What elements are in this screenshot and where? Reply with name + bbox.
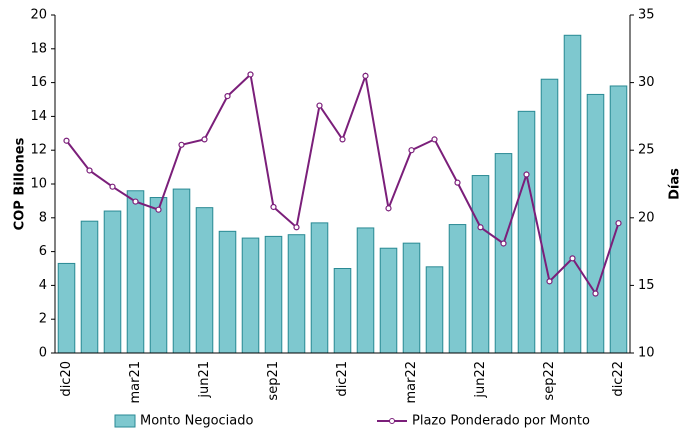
y-tick-label: 2 [39,312,47,327]
line-marker [431,136,438,143]
bar [218,230,237,354]
bar [103,210,122,354]
line-marker [592,290,599,297]
line-marker [247,71,254,78]
bar [57,262,76,354]
line-marker [63,137,70,144]
y2-axis-label: Días [668,168,683,200]
bar [241,237,260,354]
line-marker [109,183,116,190]
y-tick-label: 4 [39,278,47,293]
bar [609,85,628,354]
x-tick-label: dic22 [611,361,626,397]
line-marker [339,136,346,143]
x-tick-label: sep22 [542,361,557,401]
line-marker [546,278,553,285]
y-tick-label: 18 [30,41,47,56]
bar [402,242,421,354]
bar [563,34,582,354]
bar [517,110,536,354]
line-marker [132,198,139,205]
y2-tick-label: 15 [638,278,655,293]
bar [333,268,352,354]
x-tick-label: jun21 [197,361,212,399]
bar [310,222,329,354]
x-tick-label: mar22 [404,361,419,404]
line-marker [523,171,530,178]
line-marker [224,93,231,100]
y2-tick-label: 20 [638,210,655,225]
legend-label: Plazo Ponderado por Monto [412,414,590,429]
line-marker [201,136,208,143]
line-marker [454,179,461,186]
bar [172,188,191,354]
x-tick-label: dic21 [335,361,350,397]
bar [448,224,467,354]
bar [356,227,375,354]
bar [494,153,513,354]
bar [540,78,559,354]
bar [195,207,214,354]
y2-tick-label: 30 [638,75,655,90]
y-tick-label: 8 [39,210,47,225]
bar [80,220,99,354]
line-marker [477,224,484,231]
bar [379,247,398,354]
y-tick-label: 16 [30,75,47,90]
x-tick-label: mar21 [128,361,143,404]
y-tick-label: 10 [30,177,47,192]
line-marker [385,205,392,212]
bar [425,266,444,354]
line-marker [86,167,93,174]
legend-label: Monto Negociado [140,414,253,429]
line-marker [155,206,162,213]
y-tick-label: 12 [30,143,47,158]
line [65,71,620,296]
y-axis-label: COP Billones [13,137,28,230]
bar [149,197,168,354]
line-marker [408,147,415,154]
line-marker [270,203,277,211]
y-tick-label: 20 [30,8,47,23]
legend-swatch [389,418,395,424]
line-marker [615,220,622,227]
x-tick-label: sep21 [266,361,281,401]
line-marker [362,72,369,79]
y2-tick-label: 25 [638,143,655,158]
bar [471,175,490,354]
line-marker [569,255,576,262]
x-tick-label: dic20 [59,361,74,397]
y2-tick-label: 10 [638,346,655,361]
y-tick-label: 14 [30,109,47,124]
y-tick-label: 6 [39,244,47,259]
legend-swatch [114,414,136,428]
bar [287,234,306,354]
bar [264,235,283,354]
y2-tick-label: 35 [638,8,655,23]
line-marker [316,102,323,109]
line-marker [500,240,507,247]
bar [586,93,605,354]
x-tick-label: jun22 [473,361,488,399]
line-marker [293,224,300,231]
y-tick-label: 0 [39,346,47,361]
bar [126,190,145,354]
line-marker [178,141,185,148]
